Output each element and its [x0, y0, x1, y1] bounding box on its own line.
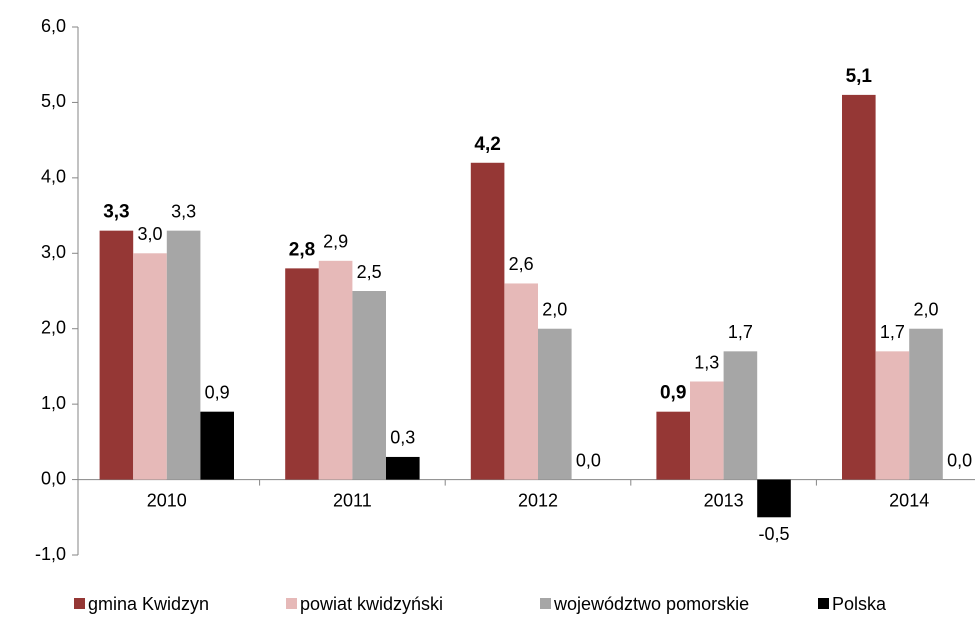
data-label: 3,0: [137, 224, 162, 244]
legend-swatch: [286, 598, 297, 609]
legend-swatch: [540, 598, 551, 609]
data-label: 0,0: [576, 450, 601, 470]
bar: [504, 283, 538, 480]
data-label: 2,8: [289, 239, 315, 260]
legend-label: Polska: [832, 594, 887, 614]
bar: [723, 351, 758, 480]
bar: [133, 253, 167, 480]
x-tick-label: 2014: [889, 490, 929, 510]
y-tick-label: 1,0: [41, 393, 66, 413]
y-tick-label: 6,0: [41, 16, 66, 36]
legend-swatch: [818, 598, 829, 609]
legend-label: gmina Kwidzyn: [88, 594, 209, 614]
bar: [909, 328, 943, 480]
bar: [285, 268, 319, 480]
data-label: 1,7: [880, 322, 905, 342]
data-label: 5,1: [846, 66, 873, 87]
bar: [166, 230, 201, 480]
x-tick-label: 2011: [333, 490, 372, 510]
legend-label: powiat kwidzyński: [300, 594, 443, 614]
legend-swatch: [74, 598, 85, 609]
bar: [538, 328, 572, 480]
bar: [99, 230, 134, 480]
bar: [386, 456, 420, 480]
y-tick-label: 0,0: [41, 468, 66, 488]
legend-label: województwo pomorskie: [553, 594, 749, 614]
data-label: 2,9: [323, 232, 348, 252]
data-label: 0,0: [947, 450, 972, 470]
y-tick-label: 3,0: [41, 242, 66, 262]
data-label: 2,0: [542, 299, 567, 319]
bar: [842, 94, 876, 480]
bar: [690, 381, 724, 480]
bar: [757, 479, 791, 518]
data-label: 4,2: [474, 134, 500, 155]
data-label: 3,3: [171, 201, 196, 221]
data-label: 0,9: [205, 382, 230, 402]
data-label: 1,7: [728, 322, 753, 342]
data-label: 3,3: [103, 202, 129, 223]
bar: [875, 351, 910, 480]
data-label: 0,3: [390, 428, 415, 448]
bar: [470, 162, 505, 480]
y-tick-label: -1,0: [35, 544, 66, 564]
bar: [352, 291, 386, 480]
data-label: -0,5: [758, 524, 789, 544]
bar: [200, 411, 234, 480]
y-tick-label: 4,0: [41, 167, 66, 187]
data-label: 1,3: [694, 352, 719, 372]
x-tick-label: 2010: [147, 490, 187, 510]
data-label: 2,5: [357, 262, 382, 282]
bar: [318, 260, 353, 480]
y-tick-label: 2,0: [41, 317, 66, 337]
bar: [656, 411, 690, 480]
data-label: 2,0: [913, 299, 938, 319]
x-tick-label: 2012: [518, 490, 558, 510]
data-label: 2,6: [509, 254, 534, 274]
x-tick-label: 2013: [704, 490, 744, 510]
y-tick-label: 5,0: [41, 91, 66, 111]
data-label: 0,9: [660, 383, 686, 404]
